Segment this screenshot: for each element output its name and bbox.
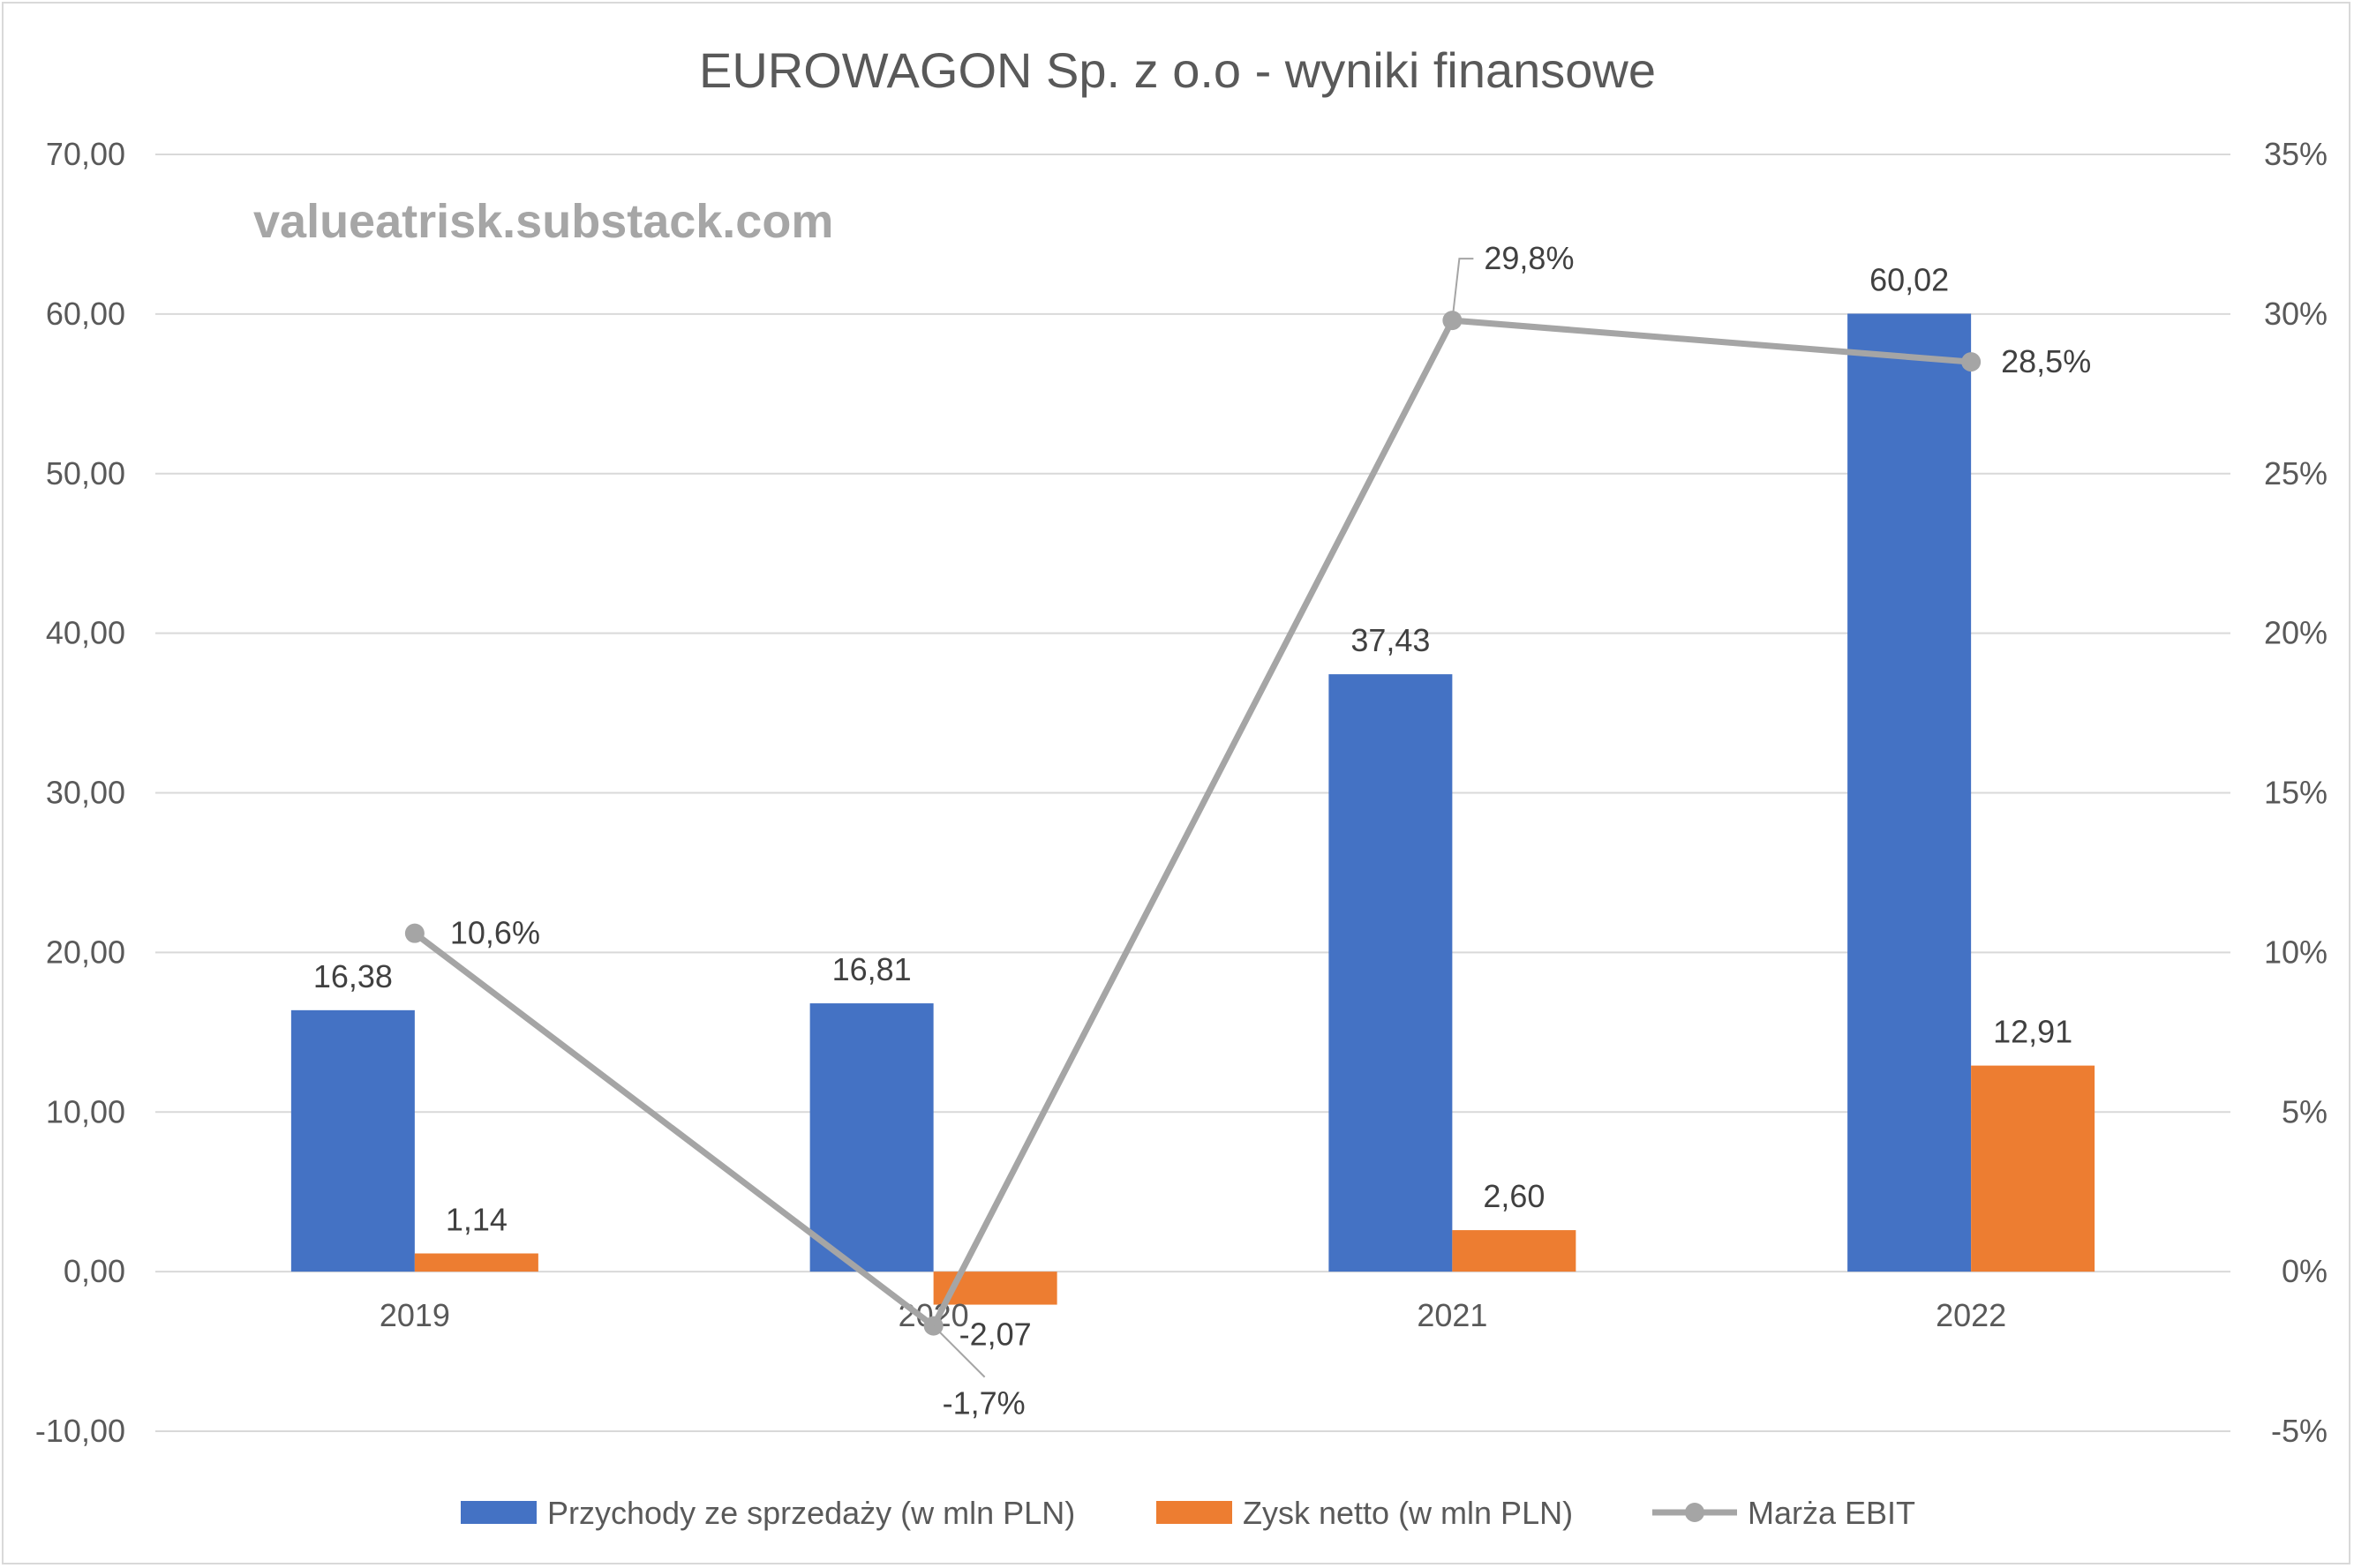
legend-label: Przychody ze sprzedaży (w mln PLN)	[547, 1495, 1075, 1531]
right-tick-label: 25%	[2264, 455, 2328, 491]
leader-line	[932, 1324, 986, 1378]
x-tick-label: 2019	[380, 1297, 450, 1333]
left-axis-ticks: -10,00 0,00 10,00 20,00 30,00 40,00 50,00 60,00…	[35, 136, 125, 1449]
left-tick-label: 10,00	[46, 1093, 125, 1129]
right-tick-label: 20%	[2264, 615, 2328, 651]
left-tick-label: 30,00	[46, 775, 125, 811]
bars	[290, 313, 2095, 1305]
legend-label: Marża EBIT	[1748, 1495, 1915, 1531]
left-tick-label: 40,00	[46, 615, 125, 651]
bar-value-label: 37,43	[1350, 622, 1430, 658]
legend-swatch	[1156, 1501, 1232, 1524]
bar-value-label: 16,38	[313, 958, 393, 994]
data-labels: 16,38 16,81 37,43 60,02 1,14 -2,07 2,60 12,91 10…	[313, 240, 2091, 1422]
bar-value-label: -2,07	[959, 1317, 1032, 1353]
left-tick-label: 20,00	[46, 934, 125, 970]
leader-line	[1451, 258, 1474, 321]
bar-value-label: 60,02	[1869, 262, 1949, 298]
left-tick-label: -10,00	[35, 1413, 125, 1449]
ebit-margin-line	[404, 258, 1982, 1378]
left-tick-label: 0,00	[64, 1253, 125, 1289]
bar-value-label: 1,14	[446, 1202, 508, 1238]
line-value-label: 29,8%	[1484, 240, 1574, 276]
left-tick-label: 50,00	[46, 455, 125, 491]
bar-Zysk netto (w mln PLN)-2021	[1452, 1230, 1576, 1272]
right-tick-label: 30%	[2264, 296, 2328, 332]
watermark: valueatrisk.substack.com	[253, 195, 833, 248]
bar-Zysk netto (w mln PLN)-2022	[1971, 1065, 2095, 1272]
left-tick-label: 60,00	[46, 296, 125, 332]
line-value-label: -1,7%	[943, 1385, 1026, 1422]
legend: Przychody ze sprzedaży (w mln PLN) Zysk n…	[461, 1495, 1915, 1531]
bar-Przychody ze sprzedaży (w mln PLN)-2019	[290, 1009, 415, 1272]
line-value-label: 28,5%	[2001, 343, 2091, 379]
right-tick-label: 35%	[2264, 136, 2328, 172]
right-axis-ticks: -5% 0% 5% 10% 15% 20% 25% 30% 35%	[2264, 136, 2328, 1449]
bar-value-label: 12,91	[1993, 1014, 2072, 1050]
chart-svg: EUROWAGON Sp. z o.o - wyniki finansowe -…	[35, 42, 2328, 1531]
x-tick-label: 2021	[1417, 1297, 1487, 1333]
line-point	[404, 923, 425, 943]
line-path	[412, 317, 1972, 1330]
bar-Przychody ze sprzedaży (w mln PLN)-2022	[1847, 313, 1972, 1272]
legend-swatch-marker	[1685, 1503, 1704, 1522]
bar-Przychody ze sprzedaży (w mln PLN)-2021	[1328, 674, 1453, 1272]
right-tick-label: 0%	[2282, 1253, 2328, 1289]
bar-value-label: 2,60	[1483, 1178, 1545, 1214]
left-tick-label: 70,00	[46, 136, 125, 172]
x-tick-label: 2022	[1936, 1297, 2006, 1333]
chart-title: EUROWAGON Sp. z o.o - wyniki finansowe	[699, 42, 1656, 98]
right-tick-label: 5%	[2282, 1093, 2328, 1129]
legend-label: Zysk netto (w mln PLN)	[1243, 1495, 1573, 1531]
x-axis-ticks: 2019 2020 2021 2022	[380, 1297, 2006, 1333]
right-tick-label: 15%	[2264, 775, 2328, 811]
line-value-label: 10,6%	[450, 915, 540, 951]
legend-swatch	[461, 1501, 537, 1524]
bar-Zysk netto (w mln PLN)-2019	[414, 1253, 538, 1272]
right-tick-label: 10%	[2264, 934, 2328, 970]
right-tick-label: -5%	[2271, 1413, 2328, 1449]
bar-Przychody ze sprzedaży (w mln PLN)-2020	[809, 1003, 934, 1272]
line-point	[1961, 352, 1982, 372]
bar-value-label: 16,81	[832, 951, 912, 987]
